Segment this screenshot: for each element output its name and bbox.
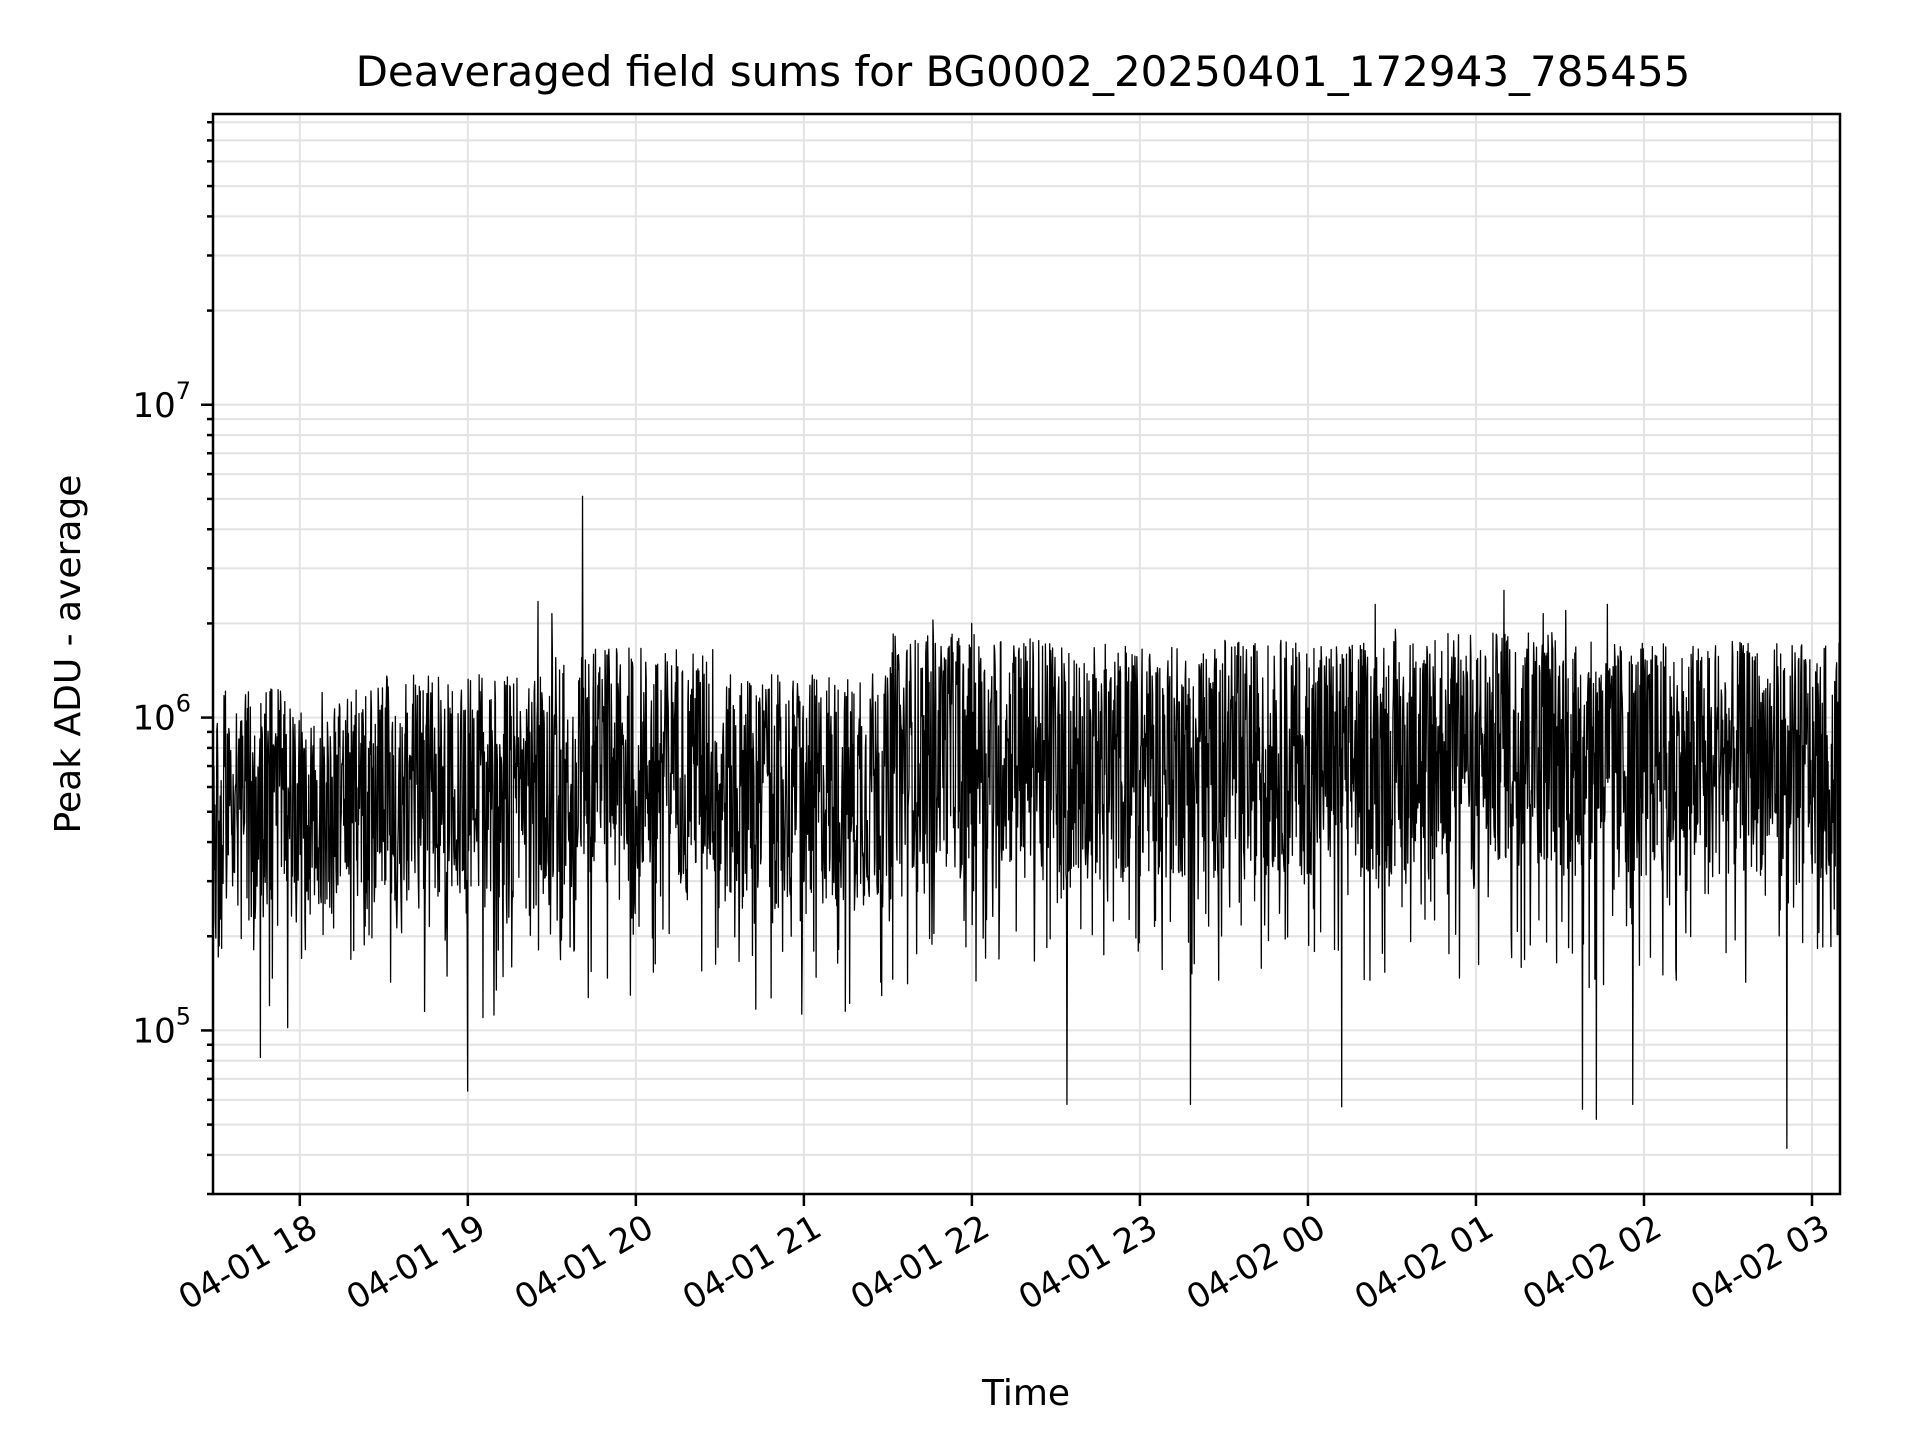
y-tick-label: 106 [132,690,191,739]
y-tick-base: 10 [132,1011,175,1051]
y-tick-label: 107 [132,377,191,426]
y-tick-base: 10 [132,386,175,426]
plot-frame [211,112,1842,1196]
series-line [212,495,1841,1149]
y-tick-exponent: 5 [176,1002,191,1030]
x-axis-label: Time [981,1373,1070,1414]
y-tick-exponent: 6 [176,690,191,718]
y-axis-label: Peak ADU - average [48,475,89,834]
y-tick-label: 105 [132,1002,191,1051]
chart-title: Deaveraged field sums for BG0002_2025040… [356,47,1691,96]
plot-area [212,495,1841,1149]
y-tick-base: 10 [132,699,175,739]
y-tick-exponent: 7 [176,377,191,405]
